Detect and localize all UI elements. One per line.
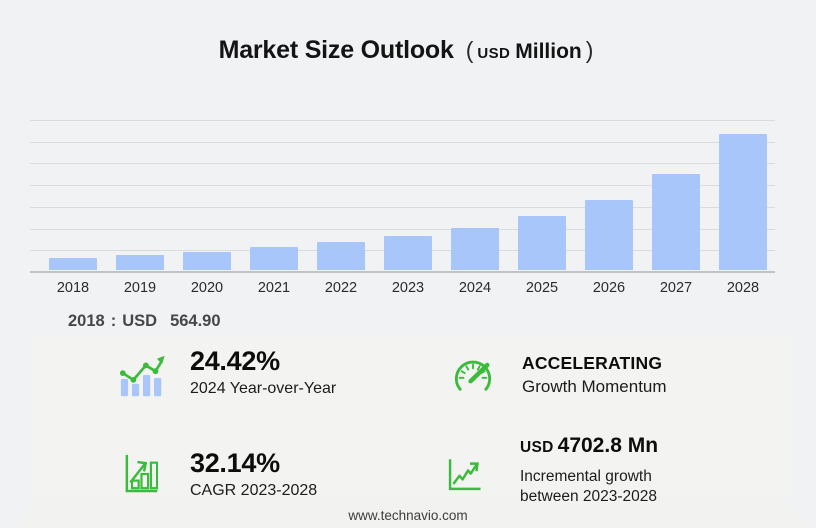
x-tick-label-2019: 2019 xyxy=(123,280,157,296)
x-axis-tick-labels: 2018 2019 2020 2021 2022 2023 2024 2025 2026 2027… xyxy=(30,280,775,298)
yoy-value: 24.42% xyxy=(190,346,280,376)
gridline xyxy=(30,229,775,230)
yoy-label: 2024 Year-over-Year xyxy=(190,380,337,397)
incremental-value: USD 4702.8 Mn xyxy=(520,433,658,461)
x-tick-label-2021: 2021 xyxy=(257,280,291,296)
bar-2022 xyxy=(317,242,365,270)
title-paren-open: ( xyxy=(465,37,474,63)
bar-2024 xyxy=(451,228,499,270)
x-tick-label-2028: 2028 xyxy=(726,280,760,296)
base-year-currency: USD xyxy=(122,312,158,330)
bar-2026 xyxy=(585,200,633,270)
bar-2023 xyxy=(384,236,432,270)
cagr-label: CAGR 2023-2028 xyxy=(190,482,318,499)
bar-2021 xyxy=(250,247,298,270)
stat-momentum: ACCELERATING Growth Momentum xyxy=(450,352,667,400)
gridline xyxy=(30,142,775,143)
bar-2028 xyxy=(719,134,767,270)
base-year-note: 2018 : USD 564.90 xyxy=(68,312,227,331)
bar-chart-trend-icon xyxy=(118,353,168,404)
title-paren-close: ) xyxy=(585,37,594,63)
incremental-amount: 4702.8 Mn xyxy=(557,434,659,457)
gauge-icon xyxy=(450,355,496,400)
stat-incremental: USD 4702.8 Mn Incremental growth between … xyxy=(446,433,658,507)
x-tick-label-2020: 2020 xyxy=(190,280,224,296)
gridline xyxy=(30,207,775,208)
bar-2027 xyxy=(652,174,700,270)
x-tick-label-2024: 2024 xyxy=(458,280,492,296)
x-tick-label-2027: 2027 xyxy=(659,280,693,296)
momentum-label: Growth Momentum xyxy=(522,377,667,396)
x-tick-label-2025: 2025 xyxy=(525,280,559,296)
base-year-value: 564.90 xyxy=(170,312,221,330)
growth-bars-arrow-icon xyxy=(124,454,159,499)
x-axis-line xyxy=(30,271,775,273)
x-tick-label-2026: 2026 xyxy=(592,280,626,296)
stat-yoy: 24.42% 2024 Year-over-Year xyxy=(118,346,336,404)
x-tick-label-2022: 2022 xyxy=(324,280,358,296)
source-url: www.technavio.com xyxy=(348,508,468,523)
incremental-label: Incremental growth between 2023-2028 xyxy=(520,467,658,507)
cagr-value: 32.14% xyxy=(190,448,280,478)
x-tick-label-2018: 2018 xyxy=(56,280,90,296)
stats-panel-skirt xyxy=(18,497,816,528)
base-year-colon: : xyxy=(110,312,117,330)
stat-cagr: 32.14% CAGR 2023-2028 xyxy=(124,448,317,500)
bar-2019 xyxy=(116,255,164,270)
line-growth-icon xyxy=(446,456,482,497)
title-unit-currency: USD xyxy=(477,45,511,62)
incremental-label-line2: between 2023-2028 xyxy=(520,488,658,505)
incremental-currency: USD xyxy=(520,439,554,456)
bar-2018 xyxy=(49,258,97,270)
incremental-label-line1: Incremental growth xyxy=(520,468,652,485)
title-unit-scale: Million xyxy=(515,40,582,63)
gridline xyxy=(30,120,775,121)
chart-title-text: Market Size Outlook xyxy=(218,36,454,64)
momentum-value: ACCELERATING xyxy=(522,353,663,373)
x-tick-label-2023: 2023 xyxy=(391,280,425,296)
chart-title: Market Size Outlook ( USD Million ) xyxy=(0,36,816,65)
bar-2020 xyxy=(183,252,231,270)
gridline xyxy=(30,185,775,186)
plot-area xyxy=(30,120,775,273)
gridline xyxy=(30,163,775,164)
bar-2025 xyxy=(518,216,566,270)
base-year: 2018 xyxy=(68,312,105,330)
